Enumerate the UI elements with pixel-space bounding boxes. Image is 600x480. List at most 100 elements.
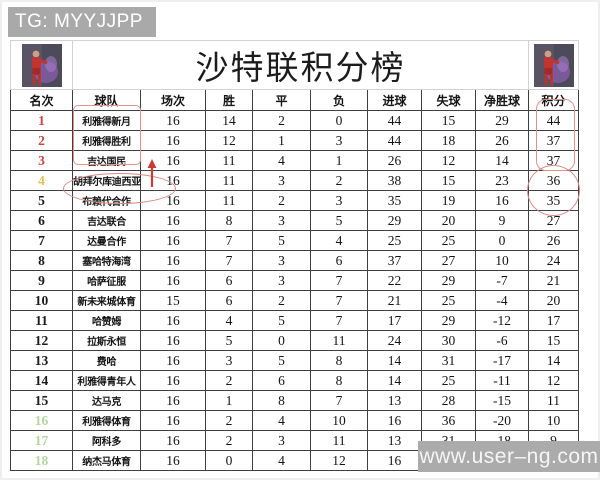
cell-gd: -20 — [475, 410, 529, 431]
cell-win: 7 — [205, 250, 253, 271]
cell-ga: 18 — [421, 130, 476, 151]
page-title: 沙特联积分榜 — [195, 51, 406, 87]
cell-rank: 12 — [10, 330, 73, 351]
column-header: 平 — [252, 89, 311, 111]
cell-team: 利雅得新月 — [72, 110, 141, 131]
cell-rank: 6 — [10, 210, 73, 231]
cell-draw: 0 — [252, 330, 311, 351]
cell-gd: -17 — [475, 350, 529, 371]
column-header: 积分 — [528, 89, 579, 111]
column-header: 胜 — [205, 89, 253, 111]
cell-played: 16 — [140, 210, 206, 231]
cell-loss: 7 — [310, 270, 368, 291]
title-left-cell — [10, 40, 73, 90]
cell-gd: -12 — [475, 310, 529, 331]
cell-win: 2 — [205, 410, 253, 431]
cell-win: 5 — [205, 330, 253, 351]
cell-ga: 30 — [421, 330, 476, 351]
cell-draw: 3 — [252, 250, 311, 271]
column-header: 名次 — [10, 89, 73, 111]
cell-draw: 4 — [252, 410, 311, 431]
cell-gf: 21 — [367, 290, 422, 311]
cell-ga: 31 — [421, 350, 476, 371]
cell-rank: 5 — [10, 190, 73, 211]
cell-pts: 24 — [528, 250, 579, 271]
cell-loss: 8 — [310, 370, 368, 391]
cell-loss: 7 — [310, 310, 368, 331]
cell-draw: 2 — [252, 110, 311, 131]
cell-win: 8 — [205, 210, 253, 231]
cell-win: 0 — [205, 450, 253, 471]
cell-rank: 18 — [10, 450, 73, 471]
cell-team: 哈赞姆 — [72, 310, 141, 331]
telegram-tag-label: TG: MYYJJPP — [15, 11, 143, 32]
cell-gf: 14 — [367, 370, 422, 391]
cell-rank: 13 — [10, 350, 73, 371]
cell-pts: 12 — [528, 370, 579, 391]
cell-team: 费哈 — [72, 350, 141, 371]
cell-loss: 8 — [310, 350, 368, 371]
cell-gf: 26 — [367, 150, 422, 171]
cell-gd: -7 — [475, 270, 529, 291]
cell-draw: 3 — [252, 270, 311, 291]
cell-gf: 25 — [367, 230, 422, 251]
cell-gf: 14 — [367, 350, 422, 371]
watermark-badge: www.user–ng.com — [418, 441, 600, 472]
cell-gf: 13 — [367, 430, 422, 451]
cell-draw: 4 — [252, 450, 311, 471]
cell-played: 16 — [140, 430, 206, 451]
cell-draw: 3 — [252, 210, 311, 231]
cell-team: 胡拜尔库迪西亚 — [72, 170, 141, 191]
cell-team: 纳杰马体育 — [72, 450, 141, 471]
standings-table: 沙特联积分榜 名次 球队 场次胜平负进球 失球 净胜球 积分 1 利雅得新月 16 14 2 0 44… — [10, 40, 579, 471]
column-header: 进球 — [367, 89, 422, 111]
cell-gf: 44 — [367, 130, 422, 151]
cell-win: 6 — [205, 270, 253, 291]
cell-gd: -15 — [475, 390, 529, 411]
cell-gd: 9 — [475, 210, 529, 231]
cell-rank: 2 — [10, 130, 73, 151]
cell-rank: 4 — [10, 170, 73, 191]
cell-draw: 3 — [252, 430, 311, 451]
cell-loss: 7 — [310, 290, 368, 311]
cell-played: 16 — [140, 330, 206, 351]
table-row: 5 布赖代合作 16 11 2 3 35 19 16 35 — [10, 190, 579, 211]
cell-loss: 4 — [310, 230, 368, 251]
cell-win: 14 — [205, 110, 253, 131]
cell-played: 16 — [140, 130, 206, 151]
cell-loss: 0 — [310, 110, 368, 131]
cell-draw: 4 — [252, 150, 311, 171]
title-row: 沙特联积分榜 — [10, 40, 579, 90]
cell-win: 11 — [205, 190, 253, 211]
cell-loss: 5 — [310, 210, 368, 231]
standings-body: 1 利雅得新月 16 14 2 0 44 15 29 44 2 利雅得胜利 16 12 1 3 44 18 26 37… — [10, 110, 579, 471]
cell-pts: 37 — [528, 130, 579, 151]
cell-gd: 26 — [475, 130, 529, 151]
cell-gf: 13 — [367, 390, 422, 411]
cell-team: 利雅得胜利 — [72, 130, 141, 151]
cell-loss: 12 — [310, 450, 368, 471]
table-row: 7 达曼合作 16 7 5 4 25 25 0 26 — [10, 230, 579, 251]
table-row: 8 塞哈特海湾 16 7 3 6 37 27 10 24 — [10, 250, 579, 271]
title-cell: 沙特联积分榜 — [72, 40, 529, 90]
cell-pts: 11 — [528, 390, 579, 411]
cell-played: 16 — [140, 190, 206, 211]
cell-ga: 28 — [421, 390, 476, 411]
table-row: 14 利雅得青年人 16 2 6 8 14 25 -11 12 — [10, 370, 579, 391]
cell-draw: 2 — [252, 190, 311, 211]
cell-draw: 3 — [252, 170, 311, 191]
cell-played: 16 — [140, 390, 206, 411]
table-row: 15 达马克 16 1 8 7 13 28 -15 11 — [10, 390, 579, 411]
column-header: 失球 — [421, 89, 476, 111]
cell-win: 11 — [205, 150, 253, 171]
cell-gd: -11 — [475, 370, 529, 391]
cell-ga: 12 — [421, 150, 476, 171]
cell-team: 拉斯永恒 — [72, 330, 141, 351]
cell-pts: 37 — [528, 150, 579, 171]
cell-draw: 5 — [252, 350, 311, 371]
cell-team: 达曼合作 — [72, 230, 141, 251]
cell-rank: 15 — [10, 390, 73, 411]
table-row: 9 哈萨征服 16 6 3 7 22 29 -7 21 — [10, 270, 579, 291]
cell-ga: 15 — [421, 170, 476, 191]
table-row: 12 拉斯永恒 16 5 0 11 24 30 -6 15 — [10, 330, 579, 351]
